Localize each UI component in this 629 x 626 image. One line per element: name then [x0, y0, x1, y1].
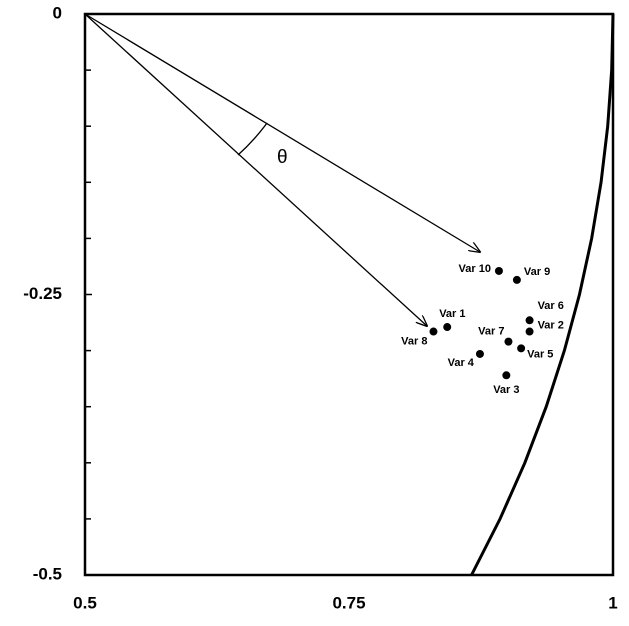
- point-label: Var 8: [401, 335, 427, 347]
- point-label: Var 10: [459, 263, 491, 275]
- x-tick-label: 0.75: [332, 593, 365, 612]
- point-label: Var 4: [448, 357, 475, 369]
- point: [494, 266, 503, 275]
- point-label: Var 5: [527, 348, 553, 360]
- annotation: θ: [277, 147, 288, 168]
- point: [429, 327, 438, 336]
- point-label: Var 3: [493, 384, 519, 396]
- point: [443, 323, 452, 332]
- x-tick-label: 0.5: [73, 593, 97, 612]
- y-tick-label: -0.25: [23, 284, 62, 303]
- x-tick-label: 1: [608, 593, 617, 612]
- y-tick-label: 0: [53, 3, 62, 22]
- point: [475, 349, 484, 358]
- point-label: Var 1: [439, 308, 465, 320]
- arrow: [84, 13, 480, 252]
- point: [525, 327, 534, 336]
- point-label: Var 2: [538, 319, 564, 331]
- point-label: Var 7: [478, 326, 504, 338]
- point: [517, 344, 526, 353]
- point: [512, 275, 521, 284]
- angle-arc: [237, 122, 268, 156]
- point: [525, 316, 534, 325]
- point-label: Var 6: [538, 300, 564, 312]
- plot-frame: [83, 12, 615, 577]
- y-tick-label: -0.5: [33, 564, 62, 583]
- point: [504, 337, 513, 346]
- arrow: [84, 13, 427, 326]
- point: [502, 371, 511, 380]
- curve: [470, 13, 615, 576]
- point-label: Var 9: [524, 266, 550, 278]
